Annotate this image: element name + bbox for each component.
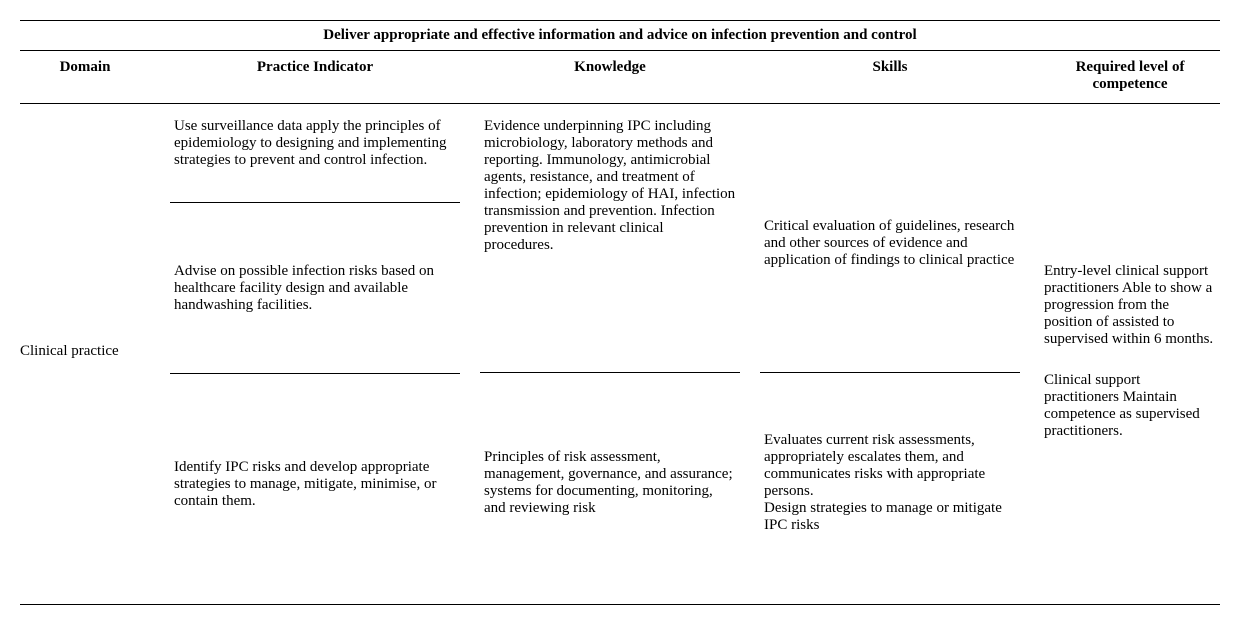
header-domain: Domain	[20, 59, 150, 93]
cell-knowledge-2-text: Principles of risk assessment, managemen…	[484, 449, 736, 517]
cell-practice-2: Identify IPC risks and develop appropria…	[170, 380, 460, 588]
inner-rule-practice	[170, 202, 460, 203]
practice-group1: Use surveillance data apply the principl…	[170, 114, 460, 373]
header-knowledge: Knowledge	[480, 59, 740, 93]
cell-domain-text: Clinical practice	[20, 343, 119, 360]
header-practice: Practice Indicator	[170, 59, 460, 93]
cell-practice-1b-text: Advise on possible infection risks based…	[174, 263, 456, 314]
header-skills: Skills	[760, 59, 1020, 93]
column-headers: Domain Practice Indicator Knowledge Skil…	[20, 51, 1220, 104]
col-skills: Critical evaluation of guidelines, resea…	[760, 114, 1020, 588]
cell-domain: Clinical practice	[20, 114, 150, 588]
header-reqlevel: Required level of competence	[1040, 59, 1220, 93]
table-body: Clinical practice Use surveillance data …	[20, 104, 1220, 605]
cell-practice-1a: Use surveillance data apply the principl…	[170, 114, 460, 202]
group-rule-skills	[760, 372, 1020, 373]
reqlevel-spacer	[1040, 352, 1220, 368]
cell-reqlevel-b: Clinical support practitioners Maintain …	[1040, 368, 1220, 444]
group-rule-knowledge	[480, 372, 740, 373]
col-reqlevel: Entry-level clinical support practitione…	[1040, 114, 1220, 588]
cell-skills-1-text: Critical evaluation of guidelines, resea…	[764, 218, 1016, 269]
col-practice: Use surveillance data apply the principl…	[170, 114, 460, 588]
col-knowledge: Evidence underpinning IPC including micr…	[480, 114, 740, 588]
cell-reqlevel-a: Entry-level clinical support practitione…	[1040, 259, 1220, 352]
cell-practice-1b: Advise on possible infection risks based…	[170, 209, 460, 373]
cell-skills-1: Critical evaluation of guidelines, resea…	[760, 114, 1020, 372]
cell-practice-2-text: Identify IPC risks and develop appropria…	[174, 459, 456, 510]
competency-table: Deliver appropriate and effective inform…	[20, 20, 1220, 605]
group-rule-practice	[170, 373, 460, 374]
cell-skills-2: Evaluates current risk assessments, appr…	[760, 379, 1020, 587]
cell-knowledge-1: Evidence underpinning IPC including micr…	[480, 114, 740, 372]
cell-skills-2a: Evaluates current risk assessments, appr…	[764, 432, 1016, 500]
cell-knowledge-2: Principles of risk assessment, managemen…	[480, 379, 740, 587]
table-title: Deliver appropriate and effective inform…	[20, 20, 1220, 51]
cell-skills-2b: Design strategies to manage or mitigate …	[764, 500, 1016, 534]
